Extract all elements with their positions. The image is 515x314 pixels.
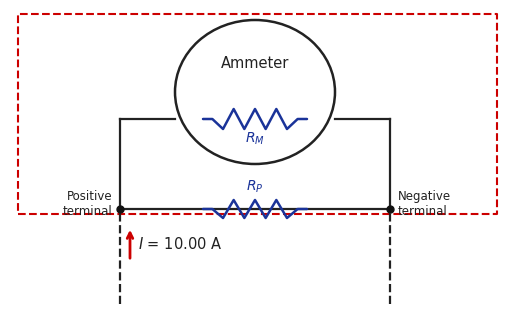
Text: Ammeter: Ammeter	[221, 57, 289, 72]
Text: Negative
terminal: Negative terminal	[398, 190, 451, 218]
Text: $I$ = 10.00 A: $I$ = 10.00 A	[138, 236, 222, 252]
Text: $R_M$: $R_M$	[245, 131, 265, 147]
Text: Positive
terminal: Positive terminal	[62, 190, 112, 218]
Ellipse shape	[175, 20, 335, 164]
Text: $R_P$: $R_P$	[246, 179, 264, 195]
